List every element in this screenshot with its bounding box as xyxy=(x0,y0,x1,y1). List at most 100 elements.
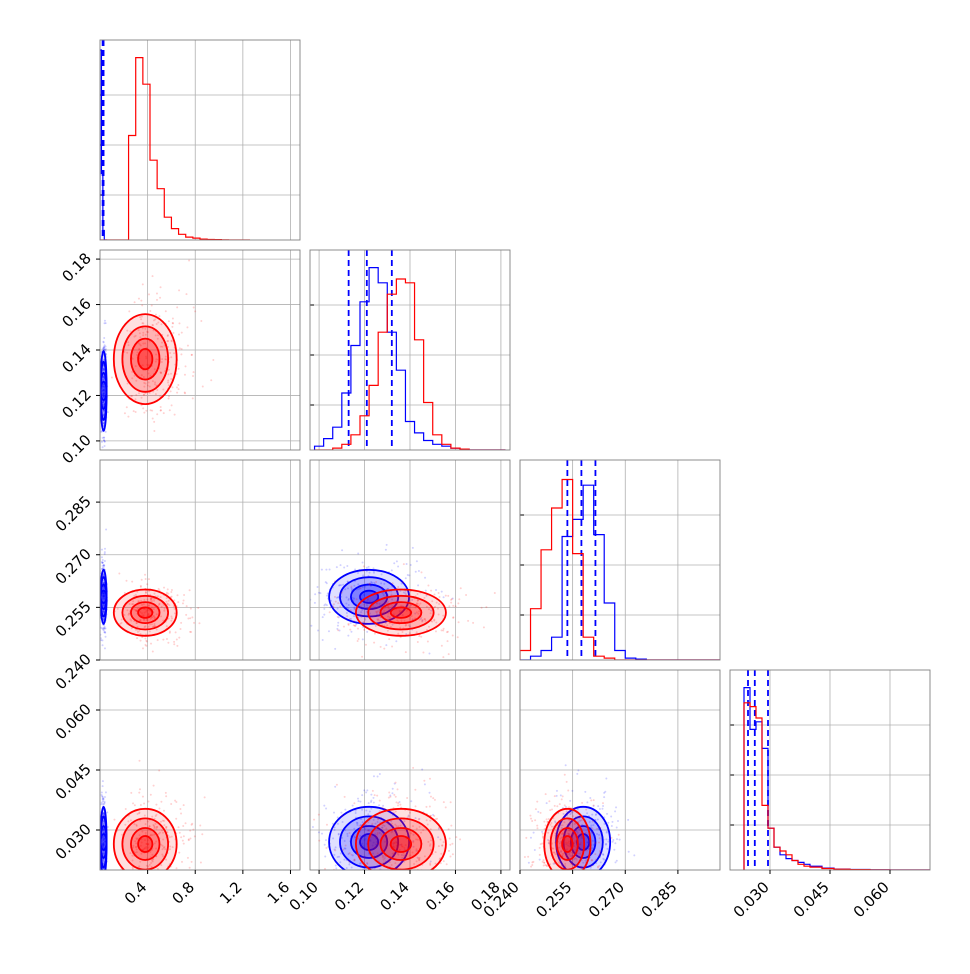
scatter-point xyxy=(102,821,105,824)
scatter-point xyxy=(371,822,374,825)
scatter-point xyxy=(325,823,328,826)
scatter-point xyxy=(364,847,367,850)
scatter-point xyxy=(154,822,157,825)
contour-level xyxy=(130,337,161,381)
scatter-point xyxy=(347,623,350,626)
scatter-point xyxy=(424,886,426,888)
scatter-point xyxy=(137,837,140,840)
scatter-point xyxy=(386,624,389,627)
scatter-point xyxy=(447,653,450,656)
scatter-point xyxy=(102,900,104,902)
scatter-point xyxy=(191,616,194,619)
scatter-point xyxy=(382,858,385,861)
scatter-point xyxy=(408,606,411,609)
scatter-point xyxy=(190,353,193,356)
scatter-point xyxy=(420,571,423,574)
scatter-point xyxy=(146,614,149,617)
scatter-point xyxy=(607,821,610,824)
scatter-point xyxy=(451,853,454,856)
scatter-point xyxy=(429,863,432,866)
scatter-point xyxy=(339,605,342,608)
scatter-point xyxy=(100,801,103,804)
scatter-point xyxy=(578,828,581,831)
scatter-point xyxy=(103,581,106,584)
scatter-point xyxy=(403,619,406,622)
scatter-point xyxy=(571,815,574,818)
scatter-point xyxy=(623,871,625,873)
scatter-point xyxy=(135,622,138,625)
scatter-point xyxy=(103,843,106,846)
scatter-point xyxy=(401,630,404,633)
panel-frame xyxy=(99,39,301,241)
scatter-point xyxy=(132,600,135,603)
scatter-point xyxy=(610,836,613,839)
scatter-point xyxy=(103,319,106,322)
scatter-point xyxy=(392,811,395,814)
y-tick-label: 0.10 xyxy=(58,431,94,467)
scatter-point xyxy=(102,595,105,598)
scatter-point xyxy=(135,837,138,840)
scatter-point xyxy=(627,850,630,853)
scatter-point xyxy=(455,836,458,839)
scatter-point xyxy=(429,814,432,817)
scatter-point xyxy=(586,841,589,844)
scatter-point xyxy=(102,843,105,846)
scatter-point xyxy=(138,811,141,814)
scatter-point xyxy=(161,889,163,891)
scatter-point xyxy=(543,827,546,830)
scatter-point xyxy=(390,872,392,874)
scatter-point xyxy=(562,852,565,855)
scatter-point xyxy=(421,619,424,622)
scatter-point xyxy=(372,801,375,804)
scatter-point xyxy=(158,315,161,318)
scatter-point xyxy=(134,840,137,843)
panel-content xyxy=(743,670,930,870)
scatter-point xyxy=(144,382,147,385)
scatter-point xyxy=(103,547,106,550)
scatter-point xyxy=(102,436,105,439)
scatter-point xyxy=(353,606,356,609)
scatter-point xyxy=(403,820,406,823)
scatter-point xyxy=(381,586,384,589)
scatter-point xyxy=(566,844,569,847)
scatter-point xyxy=(346,615,349,618)
scatter-point xyxy=(436,607,439,610)
contour-level xyxy=(379,827,423,861)
scatter-point xyxy=(360,614,363,617)
scatter-point xyxy=(599,853,602,856)
scatter-point xyxy=(318,839,321,842)
scatter-point xyxy=(585,849,588,852)
scatter-point xyxy=(201,385,204,388)
scatter-point xyxy=(589,866,592,869)
scatter-point xyxy=(435,589,438,592)
scatter-point xyxy=(553,795,556,798)
scatter-point xyxy=(423,783,426,786)
scatter-point xyxy=(102,594,105,597)
scatter-point xyxy=(132,802,135,805)
scatter-point xyxy=(141,327,144,330)
scatter-point xyxy=(359,595,362,598)
scatter-point xyxy=(103,872,105,874)
scatter-point xyxy=(145,640,148,643)
scatter-point xyxy=(102,392,105,395)
scatter-point xyxy=(415,602,418,605)
scatter-point xyxy=(102,829,105,832)
scatter-point xyxy=(370,793,373,796)
scatter-point xyxy=(145,357,148,360)
scatter-point xyxy=(150,304,153,307)
scatter-point xyxy=(423,596,426,599)
scatter-point xyxy=(434,605,437,608)
scatter-point xyxy=(103,592,106,595)
scatter-point xyxy=(457,621,460,624)
scatter-point xyxy=(136,351,139,354)
scatter-point xyxy=(101,594,104,597)
scatter-point xyxy=(146,330,149,333)
scatter-point xyxy=(369,608,372,611)
scatter-point xyxy=(543,820,546,823)
scatter-point xyxy=(101,389,104,392)
scatter-point xyxy=(362,569,365,572)
scatter-point xyxy=(144,608,147,611)
scatter-point xyxy=(434,851,437,854)
scatter-point xyxy=(354,568,357,571)
scatter-point xyxy=(102,393,105,396)
